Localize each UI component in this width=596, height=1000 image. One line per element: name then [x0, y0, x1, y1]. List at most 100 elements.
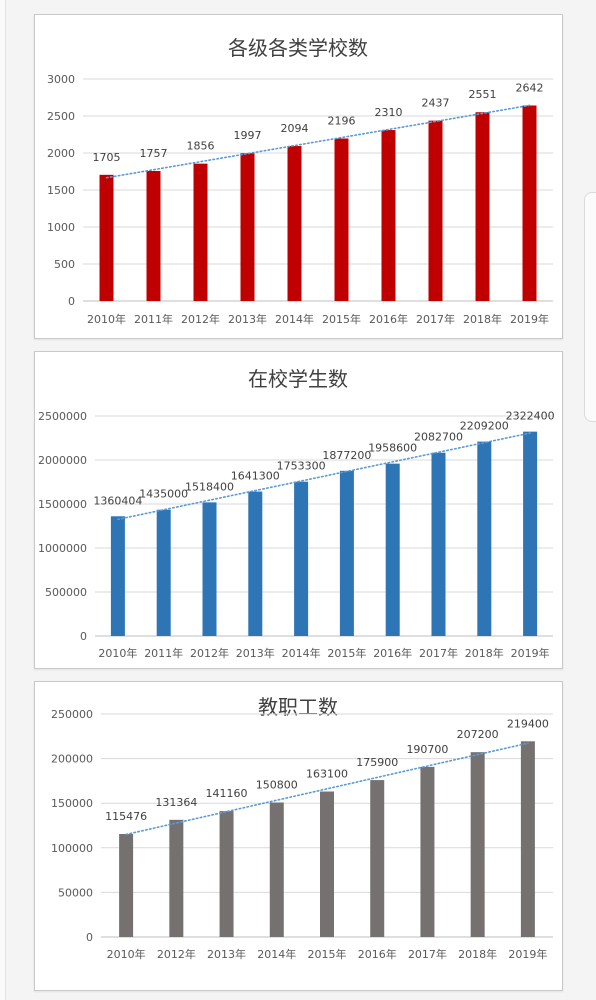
data-label: 1360404 [93, 494, 142, 507]
data-label: 2082700 [414, 431, 463, 444]
x-tick-label: 2017年 [416, 312, 455, 326]
y-tick-label: 0 [68, 295, 75, 308]
data-label: 163100 [306, 768, 348, 781]
x-tick-label: 2018年 [465, 646, 504, 660]
chart-title: 在校学生数 [248, 367, 348, 391]
bar [294, 481, 309, 636]
x-tick-label: 2012年 [181, 312, 220, 326]
y-tick-label: 0 [86, 931, 93, 944]
bar [470, 752, 485, 937]
bar [99, 174, 114, 301]
data-label: 190700 [406, 743, 448, 756]
chart-students: 在校学生数 0 500000 1000000 1500000 2000000 250000… [38, 367, 555, 660]
y-tick-label: 2000 [47, 147, 75, 160]
bar [169, 819, 184, 937]
x-tick-label: 2014年 [257, 947, 296, 961]
x-tick-label: 2014年 [282, 646, 321, 660]
x-tick-label: 2013年 [207, 947, 246, 961]
bar [248, 491, 263, 636]
y-tick-label: 50000 [58, 886, 93, 899]
bar [381, 130, 396, 301]
data-label: 2551 [469, 88, 497, 101]
bar [193, 163, 208, 301]
bar [119, 833, 134, 937]
bar [240, 153, 255, 301]
data-label: 207200 [457, 728, 499, 741]
bar [156, 509, 171, 636]
y-tick-label: 3000 [47, 73, 75, 86]
data-label: 2437 [422, 97, 450, 110]
bar [339, 470, 354, 636]
y-tick-label: 200000 [51, 753, 93, 766]
x-tick-label: 2010年 [98, 646, 137, 660]
x-tick-label: 2011年 [134, 312, 173, 326]
bar [523, 431, 538, 636]
x-tick-label: 2017年 [408, 947, 447, 961]
x-tick-label: 2016年 [373, 646, 412, 660]
chart-card-staff: 教职工数 0 50000 100000 150000 200000 250000 2010年… [34, 681, 563, 991]
x-tick-label: 2019年 [508, 947, 547, 961]
trendline [117, 432, 531, 521]
x-tick-label: 2013年 [236, 646, 275, 660]
y-tick-label: 1500000 [38, 498, 87, 511]
chart-card-schools: 各级各类学校数 0 500 1000 1500 2000 2500 3000 2010年 201… [34, 14, 563, 339]
y-tick-label: 2500 [47, 110, 75, 123]
bar [520, 741, 535, 937]
chart-title: 各级各类学校数 [228, 36, 368, 60]
y-tick-label: 500000 [45, 586, 87, 599]
x-tick-label: 2015年 [308, 947, 347, 961]
bar [420, 766, 435, 937]
data-label: 2310 [375, 106, 403, 119]
data-label: 1518400 [185, 480, 234, 493]
x-tick-label: 2017年 [419, 646, 458, 660]
x-tick-label: 2018年 [458, 947, 497, 961]
page-left-edge [0, 0, 6, 1000]
x-tick-label: 2013年 [228, 312, 267, 326]
data-label: 131364 [155, 796, 197, 809]
bar [219, 811, 234, 937]
bar [370, 780, 385, 937]
data-label: 1856 [187, 140, 215, 153]
bar [334, 138, 349, 301]
x-tick-label: 2019年 [510, 312, 549, 326]
data-label: 1757 [140, 147, 168, 160]
y-tick-label: 0 [80, 630, 87, 643]
data-label: 1753300 [277, 460, 326, 473]
x-tick-label: 2012年 [190, 646, 229, 660]
x-tick-label: 2010年 [107, 947, 146, 961]
bar [287, 146, 302, 301]
y-tick-label: 500 [54, 258, 75, 271]
x-tick-label: 2015年 [327, 646, 366, 660]
x-tick-label: 2018年 [463, 312, 502, 326]
chart-schools: 各级各类学校数 0 500 1000 1500 2000 2500 3000 2010年 201… [47, 36, 553, 326]
bar [431, 452, 446, 636]
data-label: 2196 [328, 114, 356, 127]
bar [385, 463, 400, 636]
data-label: 150800 [256, 778, 298, 791]
bar [320, 791, 334, 937]
x-tick-label: 2016年 [369, 312, 408, 326]
data-label: 1435000 [139, 488, 188, 501]
data-label: 1877200 [322, 449, 371, 462]
y-tick-label: 100000 [51, 842, 93, 855]
y-tick-label: 1000000 [38, 542, 87, 555]
y-tick-label: 1500 [47, 184, 75, 197]
x-tick-label: 2015年 [322, 312, 361, 326]
x-tick-label: 2019年 [511, 646, 550, 660]
bar [146, 170, 161, 301]
data-label: 2322400 [506, 410, 555, 423]
y-tick-label: 250000 [51, 708, 93, 721]
data-label: 219400 [507, 717, 549, 730]
x-tick-label: 2016年 [358, 947, 397, 961]
bar [477, 441, 492, 636]
bar [269, 802, 284, 937]
data-label: 1705 [93, 151, 121, 164]
x-tick-label: 2012年 [157, 947, 196, 961]
data-label: 141160 [206, 787, 248, 800]
y-tick-label: 2500000 [38, 410, 87, 423]
trendline [105, 104, 531, 179]
chart-card-students: 在校学生数 0 500000 1000000 1500000 2000000 250000… [34, 351, 563, 669]
x-tick-label: 2010年 [87, 312, 126, 326]
side-scroll-handle[interactable] [584, 192, 596, 422]
data-label: 1958600 [368, 442, 417, 455]
